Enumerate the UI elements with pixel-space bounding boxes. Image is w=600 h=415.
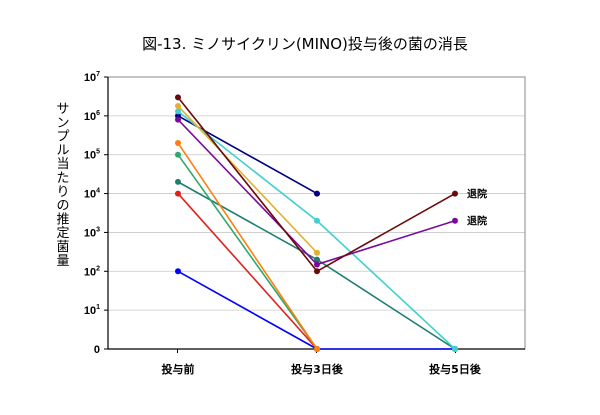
annotation-label: 退院	[467, 215, 487, 228]
y-tick-label: 0	[94, 344, 100, 356]
series-line-s10	[177, 96, 318, 272]
series-line-s9	[177, 119, 318, 265]
data-point-s10	[175, 94, 181, 101]
data-point-s8	[314, 249, 320, 256]
y-tick-label: 107	[84, 71, 100, 84]
data-point-s1	[175, 268, 181, 275]
y-tick-label: 103	[84, 226, 100, 239]
series-line-s8	[177, 105, 318, 254]
data-point-s6	[314, 190, 320, 197]
series-line-s10	[316, 192, 456, 272]
data-point-s8	[175, 102, 181, 109]
series-line-s3	[316, 258, 456, 350]
annotation-label: 退院	[467, 188, 487, 201]
data-point-s7	[452, 346, 458, 352]
y-axis-ticks: 0 101 102 103 104 105 106 107	[84, 71, 108, 356]
data-point-s2	[175, 190, 181, 197]
x-tick-label: 投与前	[162, 362, 195, 376]
data-point-s7	[175, 108, 181, 115]
data-point-s5	[175, 140, 181, 147]
series-line-s9	[316, 219, 456, 266]
data-point-s9	[452, 217, 458, 224]
y-tick-label: 101	[84, 304, 100, 317]
data-point-s4	[175, 151, 181, 158]
series-line-s4	[177, 154, 318, 350]
data-point-s3	[175, 178, 181, 185]
x-axis-ticks: 投与前 投与3日後 投与5日後	[162, 349, 482, 376]
y-tick-label: 105	[84, 149, 100, 162]
series-line-s5	[177, 142, 318, 350]
x-tick-label: 投与3日後	[291, 362, 344, 376]
y-axis-label: サンプル当たりの推定菌量	[56, 102, 69, 269]
data-point-s9	[314, 261, 320, 268]
chart-axes	[107, 76, 526, 350]
data-point-s9	[175, 116, 181, 123]
data-point-s10	[314, 268, 320, 275]
y-tick-label: 106	[84, 110, 100, 123]
data-point-s5	[314, 346, 320, 352]
series-line-s7	[316, 220, 456, 350]
series-line-s2	[177, 193, 318, 350]
chart-title: 図-13. ミノサイクリン(MINO)投与後の菌の消長	[142, 35, 468, 53]
chart-series	[175, 94, 458, 352]
plot-frame	[107, 76, 526, 350]
y-tick-label: 102	[84, 265, 100, 278]
x-tick-label: 投与5日後	[429, 362, 482, 376]
series-line-s1	[177, 270, 318, 350]
data-point-s3	[314, 256, 320, 263]
y-tick-label: 104	[84, 188, 100, 201]
data-point-s7	[314, 217, 320, 224]
series-line-s3	[177, 181, 318, 261]
data-point-s10	[452, 190, 458, 197]
